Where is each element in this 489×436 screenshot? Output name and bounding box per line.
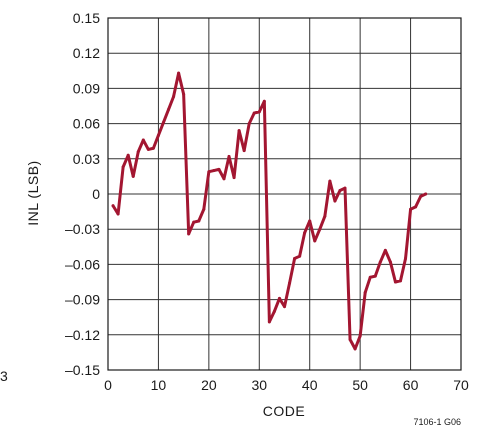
inl-data-point bbox=[151, 146, 155, 150]
inl-data-point bbox=[161, 120, 165, 124]
y-tick-label: –0.12 bbox=[65, 327, 100, 343]
y-tick-label: 0.15 bbox=[73, 10, 100, 26]
inl-data-point bbox=[277, 296, 281, 300]
inl-data-point bbox=[111, 204, 115, 208]
inl-data-point bbox=[262, 99, 266, 103]
inl-data-point bbox=[388, 260, 392, 264]
x-tick-label: 60 bbox=[403, 377, 419, 393]
inl-data-point bbox=[156, 133, 160, 137]
inl-data-point bbox=[378, 260, 382, 264]
inl-data-point bbox=[404, 257, 408, 261]
y-tick-label: –0.03 bbox=[65, 221, 100, 237]
inl-data-point bbox=[146, 147, 150, 151]
inl-data-point bbox=[267, 320, 271, 324]
inl-series-line bbox=[111, 71, 428, 351]
inl-data-point bbox=[212, 169, 216, 173]
y-tick-labels: 0.15 0.12 0.09 0.06 0.03 0 –0.03 –0.06 –0.09 –0.1… bbox=[65, 10, 100, 378]
y-tick-label: 0.09 bbox=[73, 80, 100, 96]
inl-data-point bbox=[167, 108, 171, 112]
x-tick-labels: 0 10 20 30 40 50 60 70 bbox=[104, 377, 469, 393]
inl-data-point bbox=[141, 138, 145, 142]
edge-fragment-label: 3 bbox=[0, 368, 8, 384]
inl-data-point bbox=[283, 305, 286, 309]
inl-data-point bbox=[419, 194, 423, 198]
series-layer bbox=[111, 71, 428, 351]
inl-data-point bbox=[257, 110, 261, 114]
inl-data-point bbox=[172, 95, 176, 99]
inl-data-point bbox=[116, 212, 120, 216]
inl-data-point bbox=[313, 239, 317, 243]
inl-data-point bbox=[308, 219, 312, 223]
inl-data-point bbox=[247, 122, 251, 126]
y-tick-label: 0.06 bbox=[73, 116, 100, 132]
inl-data-point bbox=[272, 309, 276, 313]
inl-data-point bbox=[182, 92, 186, 96]
inl-data-point bbox=[192, 220, 196, 224]
inl-data-point bbox=[338, 188, 342, 192]
inl-data-point bbox=[343, 186, 347, 190]
inl-data-point bbox=[131, 174, 135, 178]
y-tick-label: –0.15 bbox=[65, 362, 100, 378]
inl-data-point bbox=[358, 334, 362, 338]
inl-data-point bbox=[207, 170, 211, 174]
inl-data-point bbox=[237, 129, 241, 133]
inl-data-point bbox=[348, 337, 352, 341]
y-tick-label: –0.06 bbox=[65, 256, 100, 272]
inl-data-point bbox=[409, 207, 413, 211]
inl-data-point bbox=[424, 192, 428, 196]
inl-data-point bbox=[126, 153, 130, 157]
inl-data-point bbox=[363, 291, 367, 295]
inl-data-point bbox=[323, 214, 327, 218]
inl-data-point bbox=[333, 199, 337, 203]
x-tick-label: 70 bbox=[453, 377, 469, 393]
inl-data-point bbox=[303, 231, 307, 235]
inl-data-point bbox=[393, 280, 397, 284]
plot-frame bbox=[107, 17, 462, 371]
inl-data-point bbox=[202, 207, 206, 211]
inl-data-point bbox=[222, 177, 226, 181]
inl-data-point bbox=[293, 257, 297, 261]
grid-lines bbox=[108, 18, 461, 370]
inl-data-point bbox=[232, 176, 236, 180]
inl-data-point bbox=[197, 219, 201, 223]
inl-data-point bbox=[414, 205, 418, 209]
y-tick-label: 0 bbox=[92, 186, 100, 202]
inl-data-point bbox=[288, 281, 292, 285]
inl-data-point bbox=[318, 227, 322, 231]
inl-data-point bbox=[121, 165, 125, 169]
inl-data-point bbox=[177, 71, 181, 75]
x-tick-label: 20 bbox=[201, 377, 217, 393]
y-tick-label: 0.12 bbox=[73, 45, 100, 61]
x-tick-label: 30 bbox=[251, 377, 267, 393]
inl-data-point bbox=[373, 274, 377, 278]
x-tick-label: 0 bbox=[104, 377, 112, 393]
inl-data-point bbox=[383, 248, 387, 252]
y-tick-label: –0.09 bbox=[65, 292, 100, 308]
inl-data-point bbox=[328, 179, 332, 183]
x-tick-label: 10 bbox=[151, 377, 167, 393]
x-tick-label: 50 bbox=[352, 377, 368, 393]
y-axis-label: INL (LSB) bbox=[25, 160, 41, 225]
x-axis-label: CODE bbox=[263, 403, 305, 419]
inl-data-point bbox=[398, 279, 402, 283]
inl-data-point bbox=[136, 150, 140, 154]
inl-data-point bbox=[217, 167, 221, 171]
inl-data-point bbox=[353, 347, 357, 351]
x-tick-label: 40 bbox=[302, 377, 318, 393]
y-tick-label: 0.03 bbox=[73, 151, 100, 167]
figure-id-note: 7106-1 G06 bbox=[413, 417, 461, 427]
inl-data-point bbox=[252, 111, 256, 115]
inl-data-point bbox=[187, 232, 191, 236]
inl-data-point bbox=[368, 275, 372, 279]
inl-data-point bbox=[298, 254, 302, 258]
inl-data-point bbox=[242, 149, 246, 153]
inl-data-point bbox=[227, 154, 231, 158]
